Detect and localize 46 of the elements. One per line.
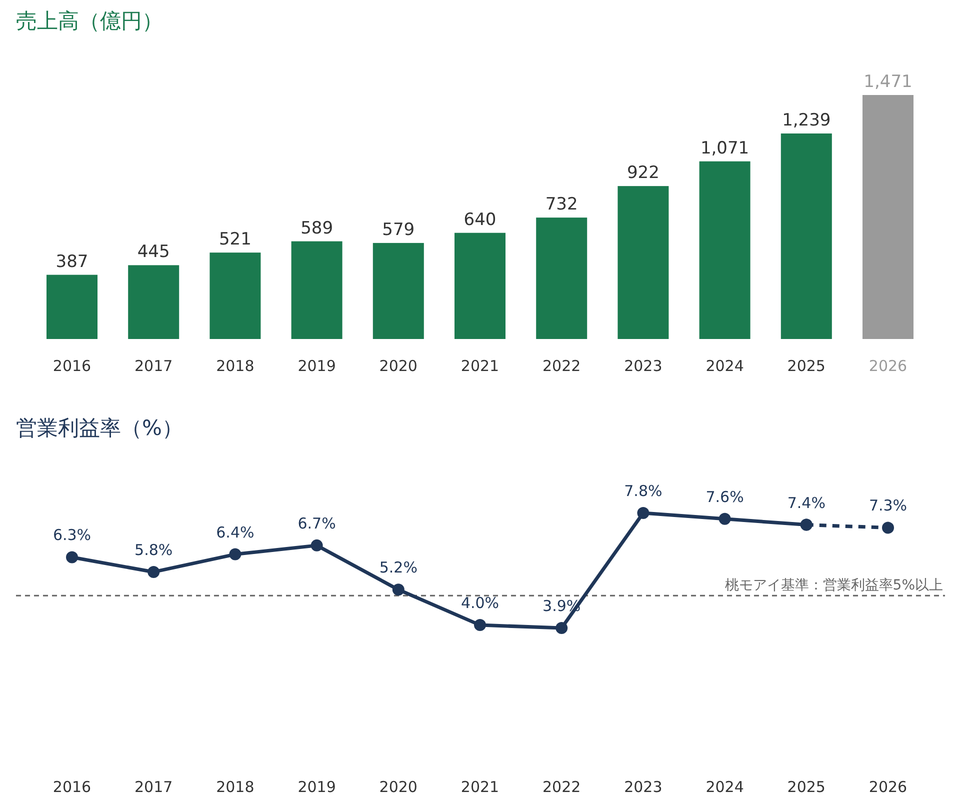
data-label: 6.7% — [298, 514, 336, 532]
data-label: 7.6% — [706, 488, 744, 506]
data-label: 7.4% — [787, 494, 826, 512]
x-tick-label: 2021 — [460, 357, 500, 375]
data-label: 7.8% — [624, 482, 662, 500]
data-label: 640 — [464, 210, 496, 230]
x-tick-label: 2021 — [460, 778, 500, 796]
data-label: 521 — [218, 230, 252, 250]
data-label: 5.8% — [134, 540, 173, 559]
x-tick-label: 2026 — [868, 778, 908, 796]
data-label: 1,071 — [700, 138, 750, 158]
x-tick-label: 2024 — [706, 357, 744, 375]
data-label: 579 — [382, 220, 415, 240]
chart-title: 営業利益率（%） — [16, 416, 183, 440]
data-label: 732 — [545, 194, 578, 215]
x-tick-label: 2019 — [298, 357, 336, 375]
x-tick-label: 2017 — [134, 357, 173, 375]
x-tick-label: 2019 — [298, 778, 336, 796]
x-tick-label: 2016 — [52, 357, 92, 375]
data-label: 445 — [137, 242, 170, 262]
chart-title: 売上高（億円） — [16, 9, 163, 33]
data-label: 1,471 — [864, 72, 912, 92]
data-label: 7.3% — [868, 496, 908, 515]
x-tick-label: 2026 — [868, 357, 908, 375]
x-tick-label: 2022 — [542, 357, 581, 375]
x-tick-label: 2020 — [379, 778, 418, 796]
x-tick-label: 2020 — [379, 357, 418, 375]
x-tick-label: 2017 — [134, 778, 173, 796]
x-tick-label: 2023 — [624, 357, 662, 375]
x-tick-label: 2023 — [624, 778, 662, 796]
x-tick-label: 2025 — [787, 357, 826, 375]
data-label: 6.3% — [52, 526, 92, 544]
x-tick-label: 2025 — [787, 778, 826, 796]
x-tick-label: 2016 — [52, 778, 92, 796]
x-tick-label: 2018 — [216, 778, 254, 796]
x-tick-label: 2022 — [542, 778, 581, 796]
x-tick-label: 2024 — [706, 778, 744, 796]
data-label: 5.2% — [379, 558, 418, 577]
data-label: 922 — [626, 163, 660, 184]
data-label: 1,239 — [782, 110, 831, 130]
data-label: 589 — [300, 218, 334, 238]
x-tick-label: 2018 — [216, 357, 254, 375]
data-label: 6.4% — [216, 523, 254, 542]
ref-line-label: 桃モアイ基準：営業利益率5%以上 — [724, 578, 943, 594]
data-label: 387 — [56, 252, 88, 272]
data-label: 4.0% — [460, 594, 500, 612]
